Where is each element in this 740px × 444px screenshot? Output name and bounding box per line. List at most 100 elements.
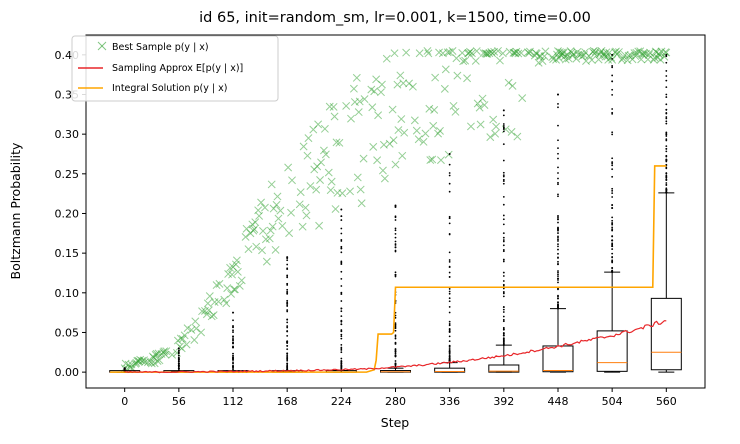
scatter-point: [517, 49, 526, 58]
boxplot-flier: [665, 111, 668, 114]
boxplot-flier: [340, 349, 343, 351]
boxplot-flier: [232, 335, 234, 338]
scatter-point: [301, 203, 310, 212]
scatter-point: [382, 54, 391, 63]
scatter-point: [369, 142, 378, 151]
legend-marker-best-sample: [97, 41, 107, 51]
boxplot-flier: [665, 148, 668, 150]
scatter-point: [626, 51, 635, 60]
boxplot-flier: [286, 310, 289, 313]
scatter-point: [485, 49, 494, 58]
boxplot-flier: [340, 300, 343, 302]
boxplot-flier: [665, 103, 668, 106]
scatter-point: [331, 205, 340, 213]
scatter-point: [153, 357, 162, 365]
legend-frame: [71, 35, 279, 102]
boxplot-flier: [286, 362, 289, 365]
boxplot-flier: [665, 132, 668, 134]
boxplot-flier: [665, 86, 668, 89]
boxplot-flier: [232, 358, 234, 360]
boxplot-flier: [502, 143, 505, 146]
scatter-point: [360, 95, 369, 104]
boxplot-flier: [394, 329, 397, 332]
boxplot-flier: [611, 192, 614, 194]
scatter-point: [612, 47, 620, 56]
boxplot-flier: [665, 122, 668, 125]
boxplot-flier: [286, 282, 289, 285]
y-tick-label: 0.25: [55, 168, 80, 181]
boxplot: [488, 109, 520, 373]
scatter-point: [319, 146, 328, 155]
scatter-point: [459, 57, 468, 66]
scatter-point: [408, 82, 417, 91]
boxplot-flier: [502, 195, 505, 198]
scatter-point: [489, 115, 498, 124]
boxplot-flier: [394, 240, 397, 243]
boxplot-flier: [394, 323, 397, 326]
series-integral-solution: [110, 165, 667, 373]
scatter-point: [449, 101, 458, 110]
series-best-sample: [120, 46, 671, 373]
boxplot-flier: [448, 350, 451, 353]
boxplot-flier: [665, 55, 668, 58]
boxplot-flier: [394, 352, 397, 355]
boxplot-flier: [340, 277, 343, 280]
scatter-point: [507, 127, 516, 136]
boxplot-flier: [232, 342, 234, 345]
scatter-point: [436, 126, 444, 135]
boxplot-flier: [557, 303, 559, 306]
boxplot-flier: [611, 216, 614, 219]
scatter-point: [634, 47, 643, 56]
scatter-point: [580, 51, 589, 60]
boxplot-flier: [665, 79, 668, 82]
scatter-point: [314, 120, 323, 129]
boxplot-flier: [177, 362, 180, 365]
boxplot-flier: [286, 290, 289, 293]
scatter-point: [268, 222, 277, 231]
boxplot-flier: [286, 326, 289, 329]
boxplot-box: [596, 330, 628, 372]
scatter-point: [437, 156, 445, 165]
boxplot-flier: [502, 223, 505, 226]
scatter-point: [187, 325, 196, 334]
boxplot-flier: [665, 133, 668, 136]
scatter-point: [278, 221, 287, 230]
scatter-point: [569, 49, 578, 58]
scatter-point: [472, 47, 481, 56]
scatter-point: [299, 142, 308, 151]
scatter-point: [393, 80, 402, 89]
scatter-point: [426, 156, 435, 165]
legend: Best Sample p(y | x) Sampling Approx E[p…: [71, 35, 279, 102]
scatter-point: [257, 198, 266, 207]
scatter-point: [356, 185, 365, 194]
scatter-point: [266, 226, 275, 235]
boxplot-flier: [394, 362, 397, 365]
scatter-point: [451, 107, 460, 116]
scatter-point: [183, 324, 192, 333]
scatter-point: [513, 132, 522, 141]
boxplot-flier: [448, 233, 451, 235]
scatter-point: [475, 103, 484, 112]
boxplot-flier: [286, 330, 289, 333]
boxplot-flier: [448, 259, 451, 261]
boxplot-flier: [557, 216, 559, 219]
boxplot-flier: [394, 206, 397, 208]
chart-title: id 65, init=random_sm, lr=0.001, k=1500,…: [199, 10, 591, 26]
boxplot-flier: [340, 260, 343, 263]
boxplot-flier: [232, 339, 234, 341]
boxplot-flier: [502, 178, 505, 181]
boxplot-flier: [448, 172, 451, 174]
scatter-point: [467, 49, 476, 58]
boxplot-flier: [557, 301, 559, 304]
boxplot-flier: [557, 229, 559, 232]
scatter-point: [330, 112, 339, 121]
boxplot-flier: [611, 223, 614, 226]
boxplot-flier: [611, 168, 614, 171]
scatter-point: [587, 56, 596, 64]
x-tick-label: 112: [223, 395, 244, 408]
scatter-point: [656, 55, 665, 64]
boxplot-flier: [286, 344, 289, 347]
legend-label-best-sample: Best Sample p(y | x): [112, 42, 209, 53]
scatter-point: [255, 211, 264, 220]
scatter-point: [421, 129, 430, 138]
